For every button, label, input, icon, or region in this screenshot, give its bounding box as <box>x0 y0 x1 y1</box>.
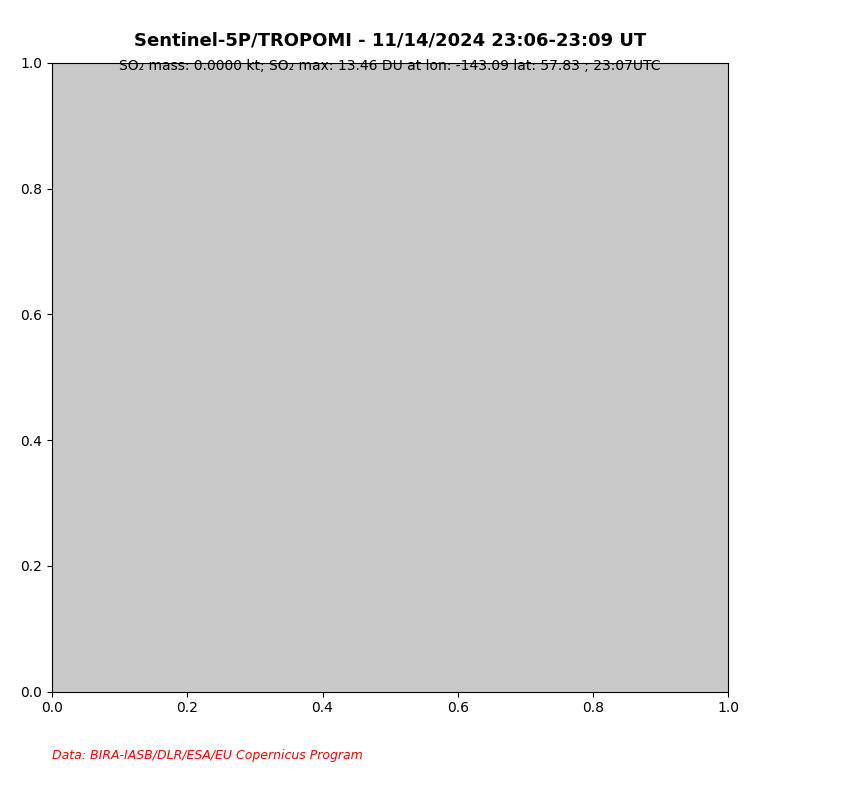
Text: Sentinel-5P/TROPOMI - 11/14/2024 23:06-23:09 UT: Sentinel-5P/TROPOMI - 11/14/2024 23:06-2… <box>134 31 646 50</box>
Text: SO₂ mass: 0.0000 kt; SO₂ max: 13.46 DU at lon: -143.09 lat: 57.83 ; 23:07UTC: SO₂ mass: 0.0000 kt; SO₂ max: 13.46 DU a… <box>120 59 661 73</box>
Text: Data: BIRA-IASB/DLR/ESA/EU Copernicus Program: Data: BIRA-IASB/DLR/ESA/EU Copernicus Pr… <box>52 749 362 762</box>
